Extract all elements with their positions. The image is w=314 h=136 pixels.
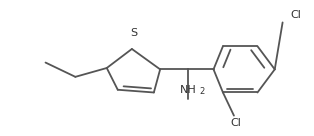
- Text: 2: 2: [200, 87, 205, 96]
- Text: NH: NH: [180, 85, 197, 95]
- Text: S: S: [130, 28, 137, 38]
- Text: Cl: Cl: [230, 118, 241, 128]
- Text: Cl: Cl: [290, 10, 301, 20]
